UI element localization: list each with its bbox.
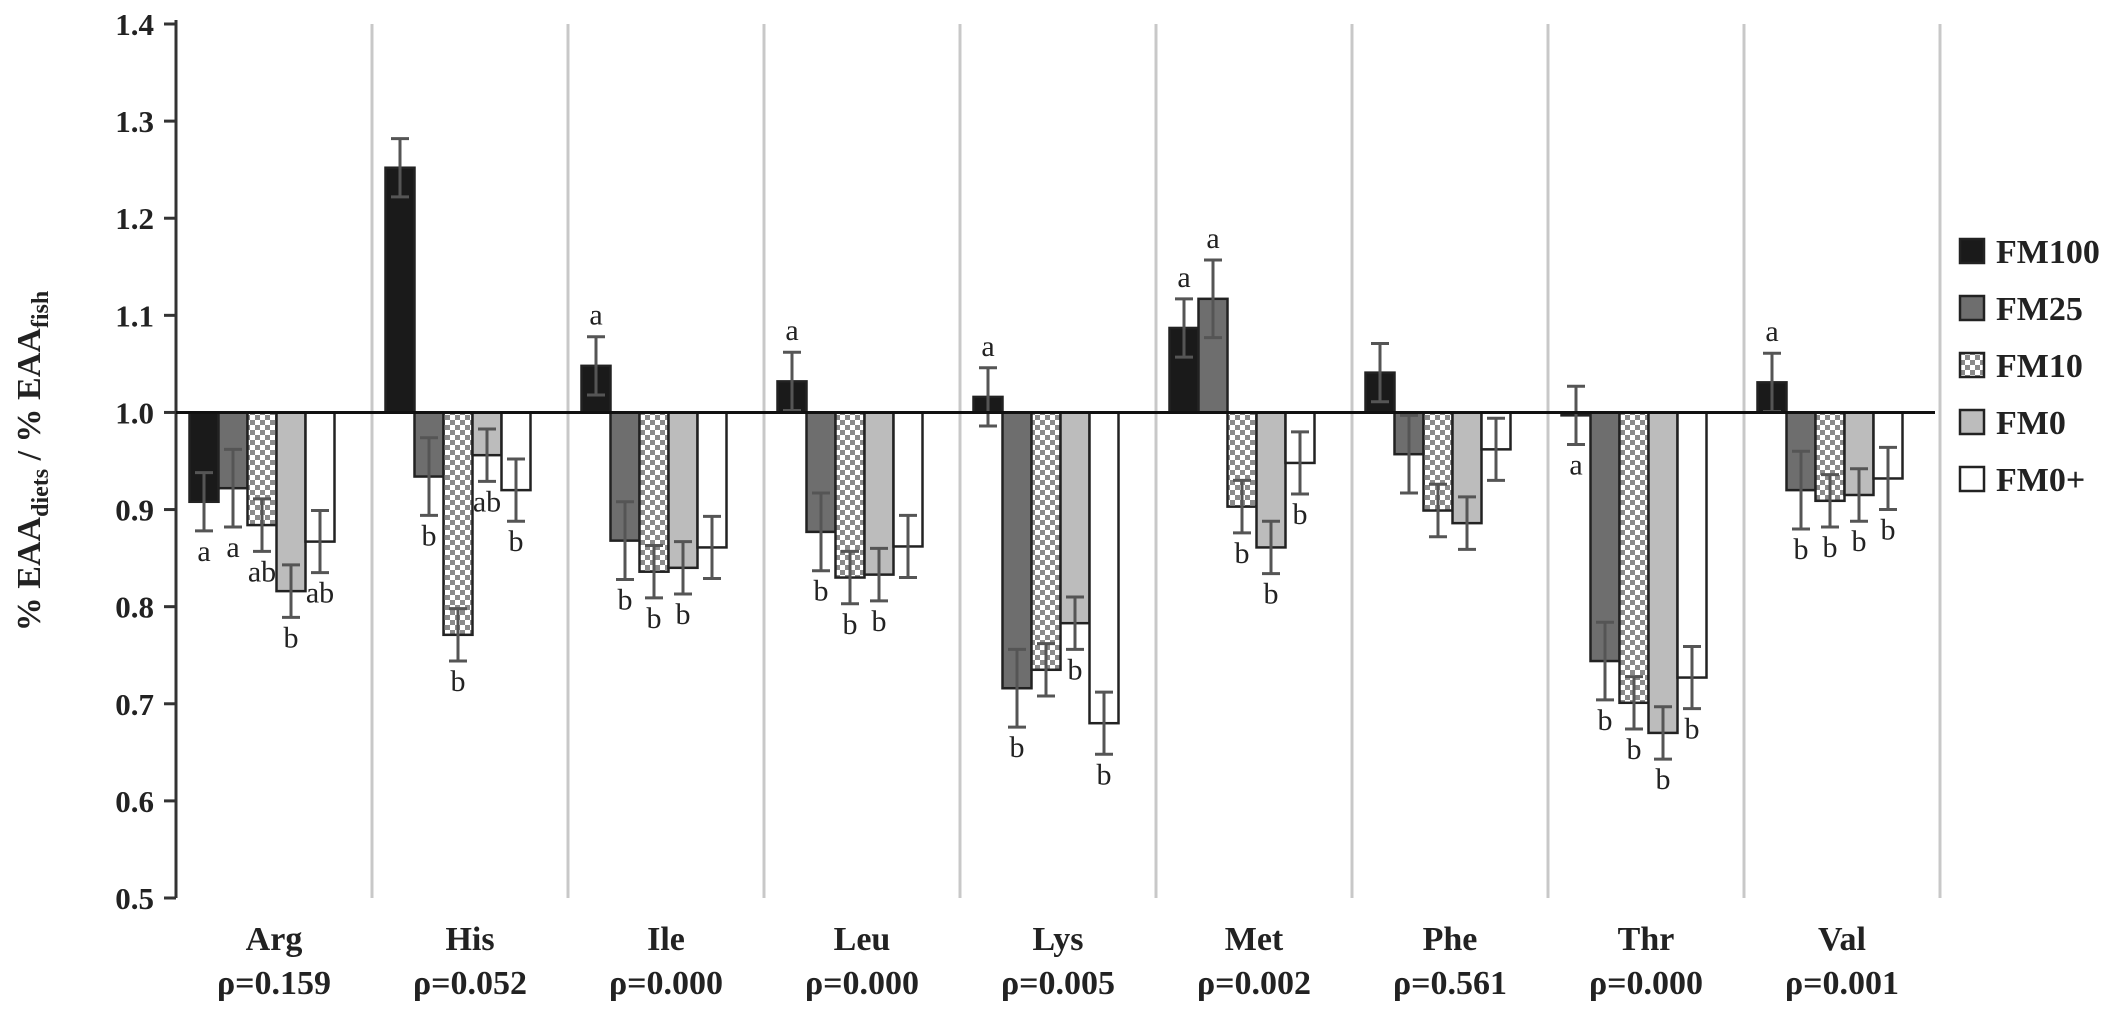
bar-fm100-his: [384, 166, 416, 414]
bar-fm0plus-lys: [1088, 411, 1120, 725]
y-tick-label: 1.1: [115, 298, 154, 333]
x-category-label: Met: [1225, 921, 1284, 958]
legend-label-fm100: FM100: [1996, 234, 2100, 271]
x-p-value-label: ρ=0.002: [1197, 965, 1311, 1002]
significance-letter: b: [422, 519, 437, 552]
significance-letter: a: [197, 535, 210, 568]
significance-letter: b: [1068, 653, 1083, 686]
significance-letter: b: [1881, 514, 1896, 547]
significance-letter: b: [618, 583, 633, 616]
significance-letter: a: [785, 314, 798, 347]
x-p-value-label: ρ=0.000: [1589, 965, 1703, 1002]
legend-swatch-fm0: [1958, 408, 1986, 436]
legend-label-fm0: FM0: [1996, 405, 2066, 442]
legend-label-fm25: FM25: [1996, 291, 2083, 328]
significance-letter: a: [589, 299, 602, 332]
axes-layer: 0.5 0.6 0.7 0.8 0.9 1.0 1.1 1.2 1.3 1.4: [115, 7, 1935, 916]
significance-letter: b: [843, 608, 858, 641]
y-tick-label: 1.0: [115, 395, 154, 430]
legend-swatch-fm0plus: [1958, 465, 1986, 493]
legend-swatch-fm100: [1958, 237, 1986, 265]
significance-letter: b: [676, 598, 691, 631]
y-tick-label: 0.6: [115, 784, 154, 819]
x-category-label: His: [445, 921, 494, 958]
x-category-label: Thr: [1618, 921, 1675, 958]
significance-letter: a: [226, 531, 239, 564]
significance-letter: b: [647, 602, 662, 635]
legend: FM100 FM25 FM10 FM0 FM0+: [1958, 234, 2100, 499]
bar-fm25-lys: [1001, 411, 1033, 690]
x-p-value-label: ρ=0.001: [1785, 965, 1899, 1002]
bar-fm0-thr: [1647, 411, 1679, 735]
significance-letter: ab: [306, 577, 334, 610]
significance-letter: b: [1293, 498, 1308, 531]
y-axis-title-sub: diets: [28, 469, 54, 517]
x-p-value-label: ρ=0.561: [1393, 965, 1507, 1002]
significance-letter: b: [1852, 525, 1867, 558]
y-tick-label: 1.4: [115, 7, 154, 42]
y-axis-title-part: / % EAA: [11, 328, 48, 469]
y-axis-title-text: % EAAdiets / % EAAfish: [11, 291, 54, 631]
x-p-value-label: ρ=0.000: [805, 965, 919, 1002]
significance-letter: a: [1569, 448, 1582, 481]
x-category-label: Phe: [1423, 921, 1478, 958]
y-tick-label: 0.8: [115, 590, 154, 625]
significance-letter: b: [1627, 733, 1642, 766]
y-tick-label: 1.3: [115, 104, 154, 139]
significance-letter: b: [284, 621, 299, 654]
significance-letter: ab: [248, 555, 276, 588]
significance-letter: b: [1794, 533, 1809, 566]
significance-letter: ab: [473, 485, 501, 518]
significance-letter: b: [1598, 704, 1613, 737]
y-axis-title-part: % EAA: [11, 516, 48, 631]
y-tick-label: 0.7: [115, 687, 154, 722]
y-tick-label: 1.2: [115, 201, 154, 236]
legend-swatch-fm25: [1958, 294, 1986, 322]
y-tick-label: 0.9: [115, 493, 154, 528]
y-tick-label: 0.5: [115, 881, 154, 916]
x-category-label: Lys: [1032, 921, 1083, 958]
x-p-value-label: ρ=0.052: [413, 965, 527, 1002]
significance-letter: b: [1264, 578, 1279, 611]
bar-fm10-thr: [1618, 411, 1650, 705]
category-separators: [370, 24, 1942, 898]
significance-letter: b: [1685, 713, 1700, 746]
significance-letter: b: [1656, 763, 1671, 796]
error-bars-layer: [195, 137, 1897, 761]
significance-letter: a: [1177, 261, 1190, 294]
significance-letter: b: [1823, 531, 1838, 564]
bar-fm10-lys: [1030, 411, 1062, 672]
x-category-label: Ile: [647, 921, 685, 958]
bar-fm10-his: [442, 411, 474, 637]
significance-letter: a: [1206, 222, 1219, 255]
bar-fm0plus-thr: [1676, 411, 1708, 679]
x-p-value-label: ρ=0.000: [609, 965, 723, 1002]
legend-label-fm0plus: FM0+: [1996, 462, 2085, 499]
significance-letter: b: [872, 605, 887, 638]
x-p-value-label: ρ=0.005: [1001, 965, 1115, 1002]
significance-letter: b: [814, 575, 829, 608]
x-category-label: Leu: [834, 921, 891, 958]
legend-label-fm10: FM10: [1996, 348, 2083, 385]
y-axis-title: % EAAdiets / % EAAfish: [11, 291, 54, 631]
bar-fm0-lys: [1059, 411, 1091, 625]
x-category-label: Arg: [246, 921, 303, 958]
significance-letter: b: [1010, 731, 1025, 764]
x-category-label: Val: [1818, 921, 1866, 958]
x-p-value-label: ρ=0.159: [217, 965, 331, 1002]
significance-letter: a: [981, 330, 994, 363]
significance-letter: b: [1235, 537, 1250, 570]
x-axis-labels: Arg ρ=0.159 His ρ=0.052 Ile ρ=0.000 Leu ρ=0.000…: [217, 921, 1899, 1002]
significance-letter: a: [1765, 315, 1778, 348]
significance-letter: b: [509, 525, 524, 558]
legend-swatch-fm10: [1958, 351, 1986, 379]
significance-letter: b: [1097, 758, 1112, 791]
y-axis-title-sub: fish: [28, 291, 54, 328]
significance-letter: b: [451, 665, 466, 698]
